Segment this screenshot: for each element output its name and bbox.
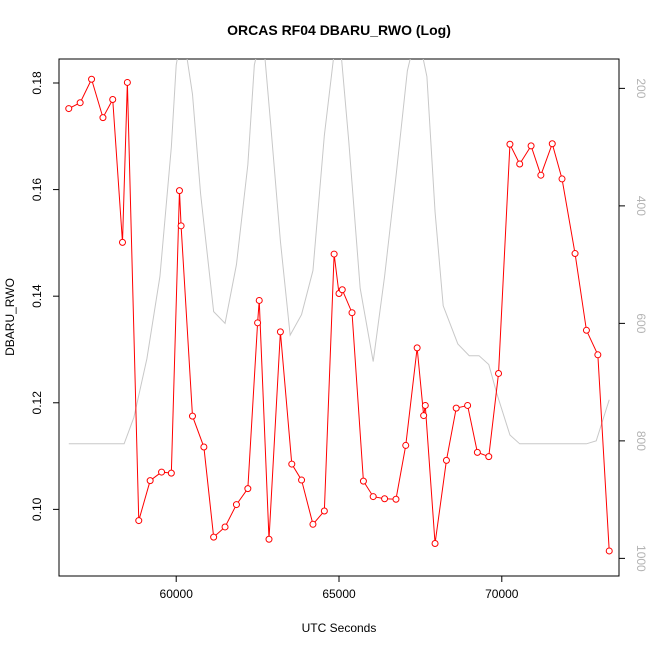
- data-point: [210, 533, 218, 541]
- x-tick-label: 65000: [322, 587, 356, 601]
- data-point: [421, 401, 429, 409]
- secondary-series-line: [68, 59, 610, 445]
- data-point: [506, 140, 514, 148]
- data-point: [288, 460, 296, 468]
- y-right-tick-label: 200: [634, 78, 648, 98]
- y-tick-label: 0.16: [30, 178, 44, 202]
- data-point: [442, 456, 450, 464]
- y-axis-right: 200 400 600 800 1000: [618, 78, 648, 572]
- y-tick-label: 0.12: [30, 391, 44, 415]
- data-point: [402, 441, 410, 449]
- data-point: [135, 517, 143, 525]
- data-point: [298, 476, 306, 484]
- data-point: [123, 78, 131, 86]
- data-point: [99, 114, 107, 122]
- y-right-tick-label: 400: [634, 196, 648, 216]
- y-axis: 0.10 0.12 0.14 0.16 0.18: [30, 71, 60, 521]
- data-point: [330, 250, 338, 258]
- data-point: [76, 99, 84, 107]
- x-axis: 60000 65000 70000: [160, 575, 519, 601]
- secondary-series-layer: [68, 59, 610, 445]
- x-tick-label: 70000: [485, 587, 519, 601]
- data-point: [582, 326, 590, 334]
- data-point: [495, 369, 503, 377]
- data-point: [255, 296, 263, 304]
- data-point: [473, 448, 481, 456]
- data-point: [118, 238, 126, 246]
- data-point: [527, 142, 535, 150]
- primary-series-layer: [65, 75, 613, 555]
- data-point: [221, 523, 229, 531]
- data-point: [348, 309, 356, 317]
- data-point: [392, 495, 400, 503]
- data-point: [244, 485, 252, 493]
- data-point: [431, 539, 439, 547]
- data-point: [605, 547, 613, 555]
- data-point: [177, 222, 185, 230]
- data-point: [381, 495, 389, 503]
- data-point: [175, 187, 183, 195]
- y-tick-label: 0.18: [30, 71, 44, 95]
- data-point: [359, 477, 367, 485]
- plot-frame: [58, 58, 620, 577]
- data-point: [167, 469, 175, 477]
- data-point: [594, 351, 602, 359]
- data-point: [537, 171, 545, 179]
- data-point: [200, 443, 208, 451]
- data-point: [109, 96, 117, 104]
- data-point: [254, 319, 262, 327]
- data-point: [571, 250, 579, 258]
- data-point: [464, 401, 472, 409]
- data-point: [413, 344, 421, 352]
- data-point: [158, 468, 166, 476]
- y-right-tick-label: 1000: [634, 545, 648, 572]
- y-right-tick-label: 800: [634, 431, 648, 451]
- data-point: [558, 175, 566, 183]
- chart-title: ORCAS RF04 DBARU_RWO (Log): [227, 22, 451, 38]
- data-point: [452, 404, 460, 412]
- y-tick-label: 0.14: [30, 284, 44, 308]
- data-point: [265, 535, 273, 543]
- data-point: [309, 520, 317, 528]
- x-tick-label: 60000: [160, 587, 194, 601]
- y-right-tick-label: 600: [634, 313, 648, 333]
- data-point: [369, 493, 377, 501]
- x-axis-label: UTC Seconds: [302, 621, 377, 635]
- data-point: [88, 75, 96, 83]
- data-point: [65, 105, 73, 113]
- y-axis-label: DBARU_RWO: [3, 278, 17, 356]
- data-point: [485, 453, 493, 461]
- data-point: [276, 328, 284, 336]
- data-point: [146, 477, 154, 485]
- data-point: [420, 412, 428, 420]
- data-point: [232, 501, 240, 509]
- y-tick-label: 0.10: [30, 497, 44, 521]
- data-point: [320, 507, 328, 515]
- data-point: [516, 160, 524, 168]
- data-point: [188, 412, 196, 420]
- data-point: [338, 286, 346, 294]
- data-point: [548, 140, 556, 148]
